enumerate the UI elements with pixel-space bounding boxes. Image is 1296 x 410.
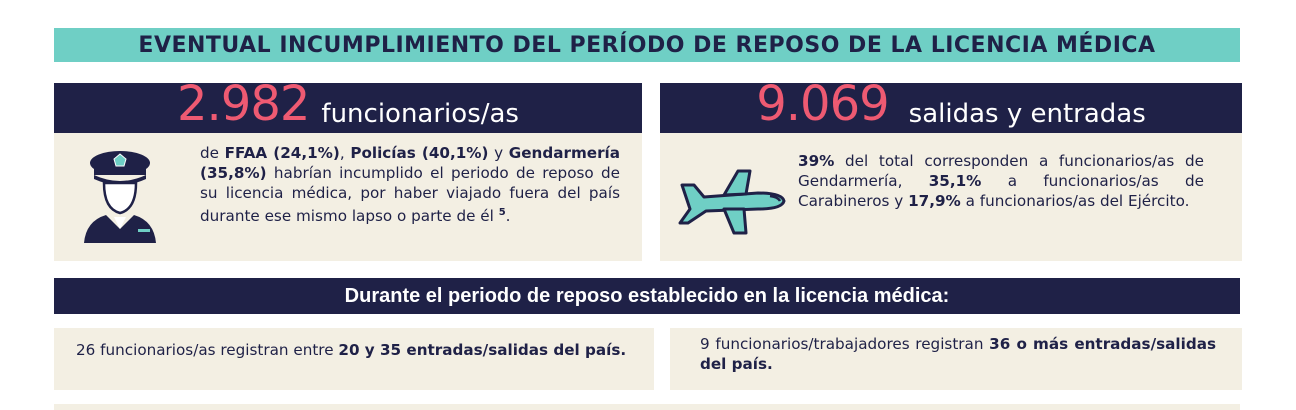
officials-description-part: habrían incumplido el periodo de reposo …	[200, 164, 620, 226]
officials-count: 2.982	[177, 76, 310, 132]
airplane-icon	[678, 169, 786, 235]
officials-description-part: y	[488, 144, 509, 162]
officials-label: funcionarios/as	[321, 99, 519, 129]
note-part: 9 funcionarios/trabajadores registran	[700, 335, 990, 353]
bottom-strip	[54, 404, 1240, 410]
officials-card-header: 2.982 funcionarios/as	[54, 79, 642, 133]
trips-description-part: 17,9%	[908, 192, 961, 210]
officials-card: 2.982 funcionarios/as de FFAA (24,1%), P…	[54, 79, 642, 261]
section-header: Durante el periodo de reposo establecido…	[54, 278, 1240, 314]
trips-description-part: a funcionarios/as de Carabineros y	[798, 172, 1204, 210]
officials-description: de FFAA (24,1%), Policías (40,1%) y Gend…	[200, 143, 620, 226]
note-box-left: 26 funcionarios/as registran entre 20 y …	[54, 328, 654, 390]
officials-description-part: ,	[339, 144, 351, 162]
note-text-right: 9 funcionarios/trabajadores registran 36…	[700, 335, 1216, 373]
trips-description-part: 39%	[798, 152, 835, 170]
page-title: EVENTUAL INCUMPLIMIENTO DEL PERÍODO DE R…	[138, 32, 1156, 58]
trips-description-part: del total corresponden a funcionarios/as…	[798, 152, 1204, 190]
trips-card-body: 39% del total corresponden a funcionario…	[660, 133, 1242, 261]
officials-description-part: FFAA (24,1%)	[224, 144, 340, 162]
police-officer-icon	[84, 151, 156, 243]
officials-description-end: .	[505, 207, 511, 226]
officials-description-text: de FFAA (24,1%), Policías (40,1%) y Gend…	[200, 144, 620, 225]
officials-description-part: Gendarmería (35,8%)	[200, 144, 621, 182]
trips-card: 9.069 salidas y entradas 39% del total c…	[660, 79, 1242, 261]
officials-description-part: de	[200, 144, 225, 162]
note-part: 20 y 35 entradas/salidas del país.	[338, 341, 627, 359]
note-part: 26 funcionarios/as registran entre	[76, 341, 339, 359]
trips-count: 9.069	[756, 76, 889, 132]
footnote-marker: 5	[498, 207, 506, 218]
trips-card-header: 9.069 salidas y entradas	[660, 79, 1242, 133]
trips-label: salidas y entradas	[908, 99, 1146, 129]
trips-description-part: 35,1%	[928, 172, 982, 190]
trips-description: 39% del total corresponden a funcionario…	[798, 151, 1204, 211]
officials-card-body: de FFAA (24,1%), Policías (40,1%) y Gend…	[54, 133, 642, 261]
title-banner: EVENTUAL INCUMPLIMIENTO DEL PERÍODO DE R…	[54, 28, 1240, 62]
officials-description-part: Policías (40,1%)	[350, 144, 489, 162]
section-title: Durante el periodo de reposo establecido…	[344, 284, 950, 307]
note-text-left: 26 funcionarios/as registran entre 20 y …	[76, 341, 626, 359]
note-part: 36 o más entradas/salidas del país.	[700, 335, 1216, 373]
trips-description-part: a funcionarios/as del Ejército.	[960, 192, 1190, 210]
trips-description-text: 39% del total corresponden a funcionario…	[798, 152, 1204, 210]
note-box-right: 9 funcionarios/trabajadores registran 36…	[670, 328, 1242, 390]
